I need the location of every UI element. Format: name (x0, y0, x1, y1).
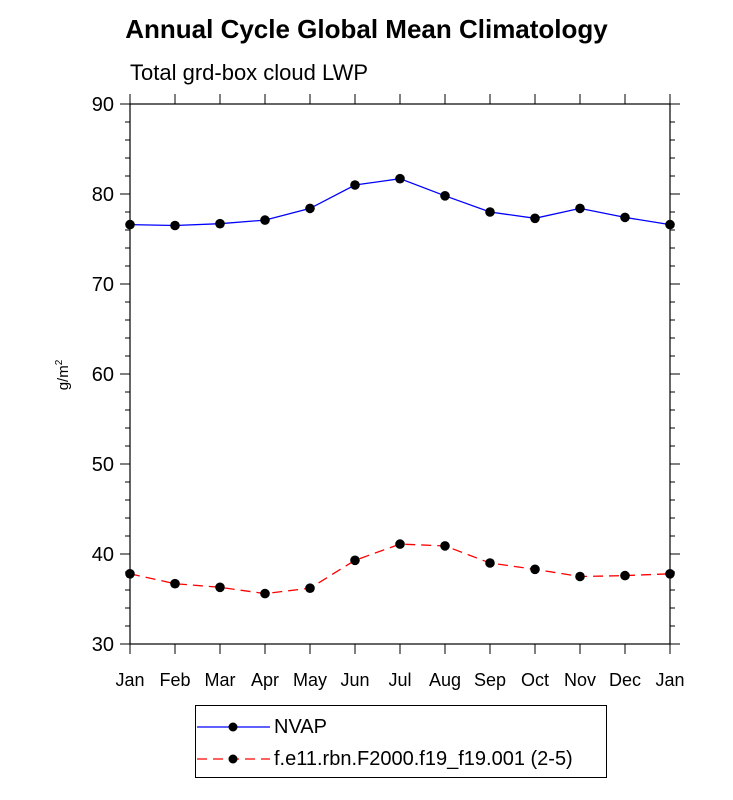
x-tick-label: Jan (115, 670, 144, 690)
x-tick-label: Oct (521, 670, 549, 690)
data-point (125, 569, 135, 579)
y-tick-label: 60 (92, 364, 114, 386)
legend-swatch-nvap (197, 722, 270, 732)
x-tick-label: Dec (609, 670, 641, 690)
x-tick-label: Feb (159, 670, 190, 690)
y-tick-label: 80 (92, 184, 114, 206)
data-point (440, 191, 450, 201)
y-tick-label: 50 (92, 454, 114, 476)
legend-label-model: f.e11.rbn.F2000.f19_f19.001 (2-5) (274, 748, 573, 770)
data-point (485, 207, 495, 217)
tick-labels: 30 40 50 60 70 80 90 Jan Feb Mar Apr May Jun Jul Aug Se… (92, 94, 685, 690)
data-point (485, 558, 495, 568)
data-point (305, 203, 315, 214)
chart-title: Annual Cycle Global Mean Climatology (125, 14, 608, 44)
y-tick-label: 90 (92, 94, 114, 116)
data-point (665, 569, 675, 579)
data-point (620, 212, 630, 223)
data-point (530, 564, 540, 575)
series-layer (125, 173, 675, 599)
x-tick-label: Nov (564, 670, 596, 690)
legend-entry-nvap: NVAP (196, 712, 608, 742)
legend-label-nvap: NVAP (274, 716, 327, 738)
data-point (170, 220, 180, 231)
plot-frame (129, 103, 671, 645)
data-point (620, 570, 630, 581)
data-point (440, 541, 450, 551)
y-tick-label: 30 (92, 634, 114, 656)
x-tick-label: Aug (429, 670, 461, 690)
y-axis-label: g/m2 (54, 359, 72, 390)
axes (120, 94, 680, 654)
data-point (575, 203, 585, 214)
line-chart: 30 40 50 60 70 80 90 Jan Feb Mar Apr May Jun Jul Aug Se… (54, 94, 685, 690)
y-tick-label: 40 (92, 544, 114, 566)
data-point (305, 583, 315, 593)
series-1 (125, 539, 675, 599)
x-tick-label: Jun (340, 670, 369, 690)
data-point (350, 555, 360, 566)
data-point (395, 539, 405, 549)
y-tick-label: 70 (92, 274, 114, 296)
data-point (260, 215, 270, 225)
data-point (125, 219, 135, 230)
x-tick-label: Jan (655, 670, 684, 690)
data-point (215, 582, 225, 593)
x-tick-label: Jul (388, 670, 411, 690)
x-tick-label: Sep (474, 670, 506, 690)
x-tick-label: Apr (251, 670, 279, 690)
legend-swatch-model (197, 754, 270, 764)
series-0 (125, 173, 675, 231)
series-line-1 (129, 543, 671, 595)
chart-subtitle: Total grd-box cloud LWP (130, 60, 369, 85)
data-point (530, 213, 540, 224)
data-point (215, 218, 225, 229)
x-tick-label: May (293, 670, 327, 690)
legend: NVAP f.e11.rbn.F2000.f19_f19.001 (2-5) (195, 705, 607, 778)
data-point (395, 173, 405, 184)
series-line-0 (129, 178, 671, 227)
data-point (260, 588, 270, 599)
data-point (350, 180, 360, 190)
data-point (575, 571, 585, 582)
x-tick-label: Mar (205, 670, 236, 690)
y-axis-label-base: g/m (55, 365, 72, 390)
data-point (170, 578, 180, 589)
data-point (665, 219, 675, 230)
y-axis-label-sup: 2 (54, 359, 65, 365)
legend-entry-model: f.e11.rbn.F2000.f19_f19.001 (2-5) (196, 744, 608, 774)
